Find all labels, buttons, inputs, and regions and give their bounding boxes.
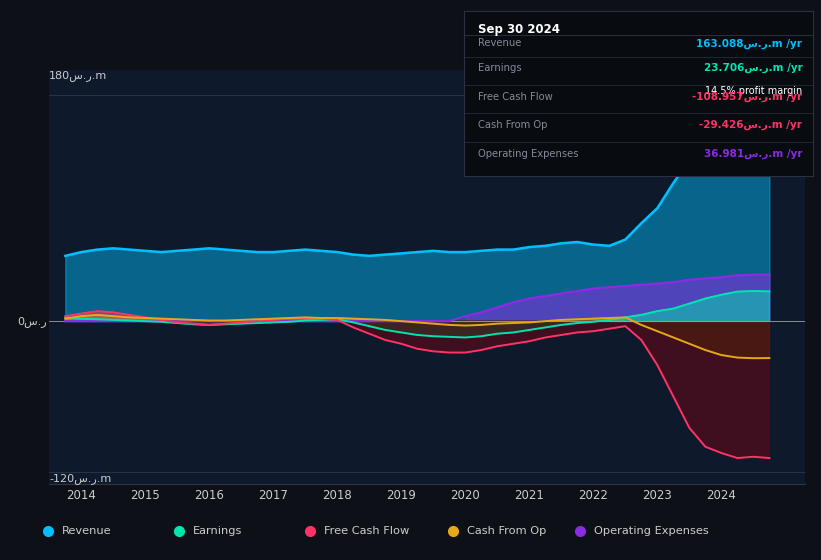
Text: 36.981س.ر.m /yr: 36.981س.ر.m /yr (704, 149, 802, 160)
Text: -120س.ر.m: -120س.ر.m (49, 473, 112, 484)
Text: 23.706س.ر.m /yr: 23.706س.ر.m /yr (704, 63, 802, 73)
Text: Cash From Op: Cash From Op (478, 120, 548, 130)
Text: Operating Expenses: Operating Expenses (594, 526, 709, 536)
Text: Operating Expenses: Operating Expenses (478, 149, 578, 159)
Text: 180س.ر.m: 180س.ر.m (49, 70, 108, 81)
Text: 163.088س.ر.m /yr: 163.088س.ر.m /yr (696, 39, 802, 49)
Text: 14.5% profit margin: 14.5% profit margin (705, 86, 802, 96)
Text: Earnings: Earnings (193, 526, 242, 536)
Text: Cash From Op: Cash From Op (467, 526, 546, 536)
Text: Sep 30 2024: Sep 30 2024 (478, 23, 560, 36)
Text: Revenue: Revenue (62, 526, 112, 536)
Text: Free Cash Flow: Free Cash Flow (324, 526, 410, 536)
Text: -108.957س.ر.m /yr: -108.957س.ر.m /yr (692, 92, 802, 102)
Text: 0س.ر: 0س.ر (17, 316, 47, 326)
Text: -29.426س.ر.m /yr: -29.426س.ر.m /yr (699, 120, 802, 130)
Text: Earnings: Earnings (478, 63, 521, 73)
Text: Revenue: Revenue (478, 39, 521, 49)
Text: Free Cash Flow: Free Cash Flow (478, 92, 553, 102)
